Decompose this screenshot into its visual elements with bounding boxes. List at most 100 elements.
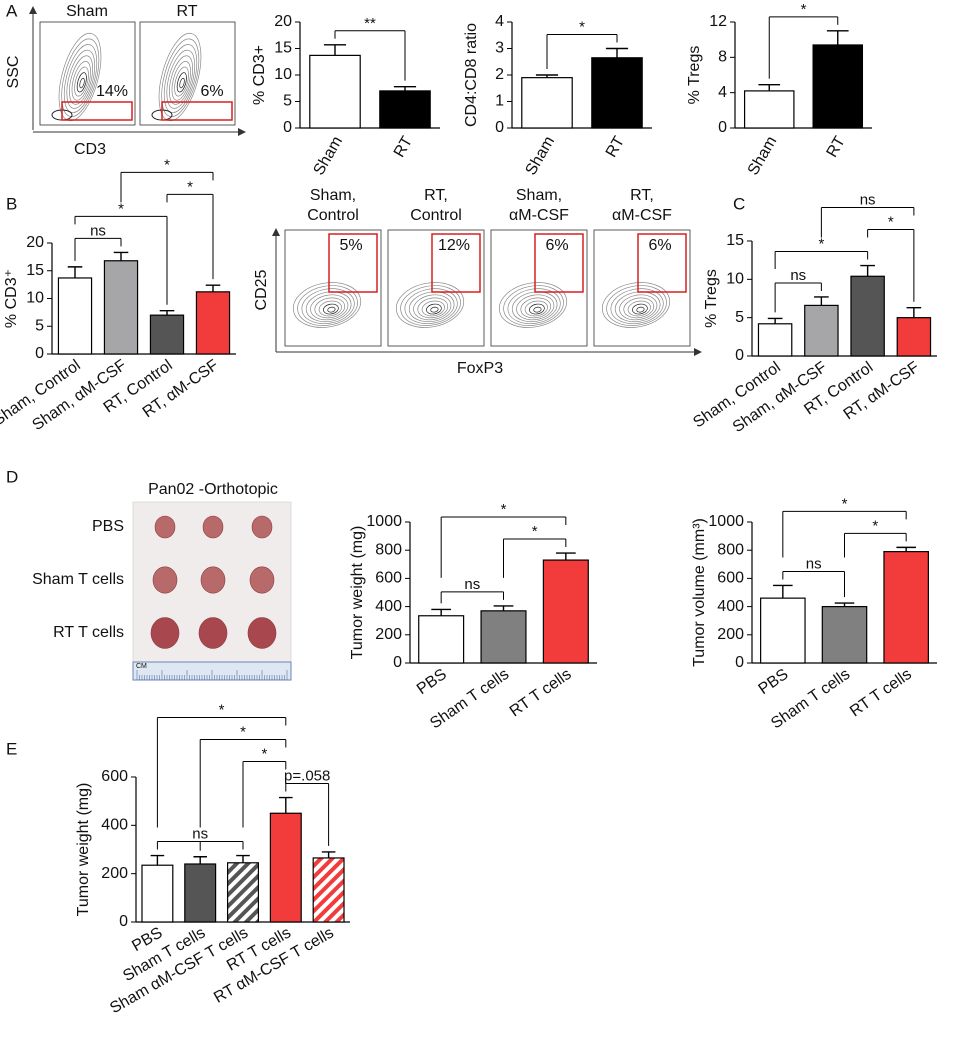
significance-bracket — [166, 193, 214, 280]
contour — [66, 49, 96, 109]
y-axis-label: % CD3+ — [251, 45, 268, 105]
significance-bracket — [768, 16, 839, 79]
y-tick-label: 3 — [495, 40, 504, 57]
flow-frame — [284, 229, 382, 347]
y-tick-label: 4 — [718, 84, 727, 101]
y-tick-label: 0 — [283, 119, 292, 136]
significance-bracket — [844, 532, 907, 558]
significance-bracket — [74, 237, 122, 261]
bar — [821, 605, 868, 664]
contour — [305, 291, 352, 323]
flow-frame — [139, 21, 236, 126]
bar — [743, 90, 795, 129]
contour — [533, 306, 542, 313]
y-tick-label: 10 — [26, 290, 44, 307]
flow-title: Sham, — [310, 187, 356, 204]
error-bar — [773, 584, 793, 599]
y-tick-label: 600 — [101, 768, 128, 785]
flow-frame — [39, 21, 136, 126]
significance-bracket — [156, 841, 244, 851]
contour — [171, 61, 191, 101]
gate — [61, 101, 133, 121]
photo-row-label: Sham T cells — [32, 571, 124, 588]
tumor — [202, 515, 224, 539]
gate — [328, 233, 378, 293]
y-tick-label: 15 — [726, 232, 744, 249]
flow-title: Control — [307, 207, 359, 224]
bar — [812, 44, 864, 129]
bar — [418, 615, 465, 664]
y-tick-label: 5 — [735, 309, 744, 326]
significance-label: ** — [364, 15, 376, 32]
contour — [176, 72, 187, 93]
contour — [619, 294, 658, 321]
contour — [408, 291, 455, 323]
bar — [226, 862, 260, 923]
error-bar — [113, 251, 129, 261]
y-tick-label: 0 — [35, 345, 44, 362]
flow-title: Sham — [66, 3, 108, 20]
gate — [534, 233, 584, 293]
significance-label: ns — [192, 826, 208, 843]
y-tick-label: 400 — [717, 598, 744, 615]
flow-title: αM-CSF — [612, 207, 672, 224]
ruler-label: CM — [136, 663, 147, 670]
contour — [166, 49, 196, 109]
y-tick-label: 200 — [375, 626, 402, 643]
flow-title: RT, — [424, 187, 448, 204]
x-tick-label: RT — [603, 133, 628, 160]
photo-title: Pan02 -Orthotopic — [148, 481, 278, 498]
significance-bracket — [440, 591, 504, 604]
y-axis-label: % Tregs — [686, 46, 703, 105]
y-tick-label: 0 — [735, 347, 744, 364]
x-tick-label: Sham — [522, 134, 558, 179]
y-tick-label: 15 — [26, 262, 44, 279]
contour — [520, 297, 552, 319]
y-tick-label: 800 — [375, 541, 402, 558]
y-tick-label: 20 — [274, 13, 292, 30]
significance-bracket — [782, 510, 907, 558]
contour — [606, 285, 667, 326]
panel-letter: E — [6, 739, 17, 758]
contour — [614, 291, 661, 323]
significance-bracket — [440, 516, 567, 578]
gate — [637, 233, 687, 293]
gate-percent: 6% — [545, 237, 568, 254]
flow-frame — [593, 229, 691, 347]
contour — [74, 66, 89, 97]
y-tick-label: 5 — [35, 317, 44, 334]
y-tick-label: 0 — [718, 119, 727, 136]
contour — [314, 297, 346, 319]
y-tick-label: 200 — [717, 626, 744, 643]
contour — [323, 303, 339, 315]
error-bar — [758, 84, 781, 91]
y-tick-label: 600 — [717, 570, 744, 587]
contour — [292, 282, 362, 328]
significance-label: p=.058 — [284, 768, 330, 785]
x-tick-label: Sham — [310, 134, 346, 179]
error-bar — [393, 85, 417, 91]
significance-bracket — [782, 570, 845, 598]
significance-label: * — [888, 214, 894, 231]
bar — [850, 275, 885, 357]
panel-letter: D — [6, 467, 18, 486]
significance-label: * — [187, 178, 193, 195]
significance-label: * — [164, 156, 170, 173]
significance-bracket — [285, 783, 330, 846]
significance-label: ns — [464, 576, 480, 593]
significance-bracket — [774, 282, 822, 313]
photo-row-label: PBS — [92, 518, 124, 535]
bar — [103, 260, 139, 355]
y-tick-label: 1000 — [708, 513, 744, 530]
bar — [184, 863, 217, 923]
bar — [804, 304, 839, 357]
gate — [431, 233, 481, 293]
contour — [413, 294, 452, 321]
significance-label: * — [579, 18, 585, 35]
significance-bracket — [334, 30, 406, 81]
flow-y-label: CD25 — [253, 269, 270, 310]
bar — [149, 314, 185, 355]
significance-bracket — [774, 251, 869, 269]
bar — [896, 317, 932, 357]
